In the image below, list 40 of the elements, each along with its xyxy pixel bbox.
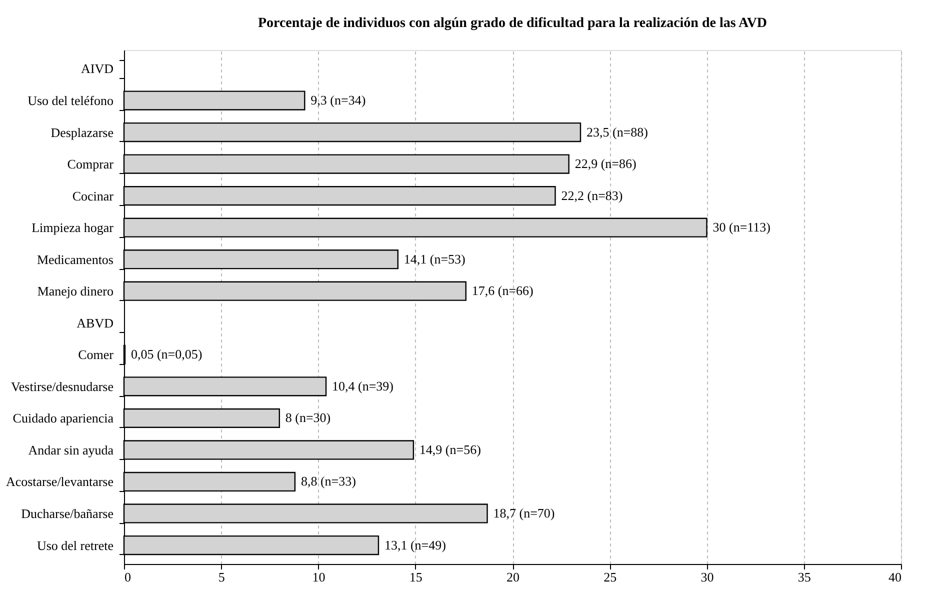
y-tick-label: Cuidado apariencia	[12, 410, 114, 426]
data-label: 10,4 (n=39)	[332, 378, 394, 394]
y-tick-label: Uso del retrete	[36, 538, 114, 553]
y-tick-label: Comprar	[67, 156, 114, 172]
y-tick-label: Acostarse/levantarse	[6, 474, 114, 490]
x-tick-label: 5	[218, 570, 225, 584]
y-tick-label: Ducharse/bañarse	[21, 506, 114, 521]
data-label: 18,7 (n=70)	[493, 505, 555, 520]
data-label: 14,9 (n=56)	[419, 442, 481, 457]
y-tick-label: Medicamentos	[36, 252, 114, 267]
data-label: 13,1 (n=49)	[384, 537, 446, 552]
y-tick-label: Comer	[78, 347, 114, 362]
data-label: 8,8 (n=33)	[300, 474, 356, 489]
y-tick-label: Uso del teléfono	[28, 93, 114, 108]
data-label: 0,05 (n=0,05)	[130, 346, 202, 362]
y-tick-label: Vestirse/desnudarse	[10, 378, 114, 394]
y-tick-label: Limpieza hogar	[32, 220, 114, 236]
y-tick-label: Desplazarse	[50, 124, 114, 140]
data-label: 22,9 (n=86)	[574, 156, 636, 172]
data-label: 14,1 (n=53)	[404, 251, 466, 266]
x-tick-label: 10	[312, 570, 326, 584]
data-label: 30 (n=113)	[712, 220, 771, 235]
chart-title: Porcentaje de individuos con algún grado de dificultad para la realización de las AVD	[258, 16, 768, 31]
data-label: 22,2 (n=83)	[561, 188, 623, 203]
x-tick-label: 20	[506, 570, 520, 584]
data-label: 9,3 (n=34)	[310, 92, 366, 108]
y-tick-label: ABVD	[76, 315, 114, 330]
y-tick-label: Andar sin ayuda	[28, 442, 114, 458]
y-tick-label: Cocinar	[72, 188, 114, 204]
y-tick-label: Manejo dinero	[37, 284, 114, 299]
x-tick-label: 30	[700, 570, 714, 584]
x-tick-label: 0	[124, 570, 131, 584]
x-tick-label: 15	[409, 570, 422, 584]
x-tick-label: 40	[888, 570, 902, 584]
data-label: 17,6 (n=66)	[472, 283, 534, 298]
y-tick-label: AIVD	[81, 61, 114, 76]
data-label: 23,5 (n=88)	[586, 124, 648, 140]
x-tick-label: 35	[798, 570, 811, 584]
data-label: 8 (n=30)	[285, 410, 331, 426]
x-tick-label: 25	[604, 570, 617, 584]
